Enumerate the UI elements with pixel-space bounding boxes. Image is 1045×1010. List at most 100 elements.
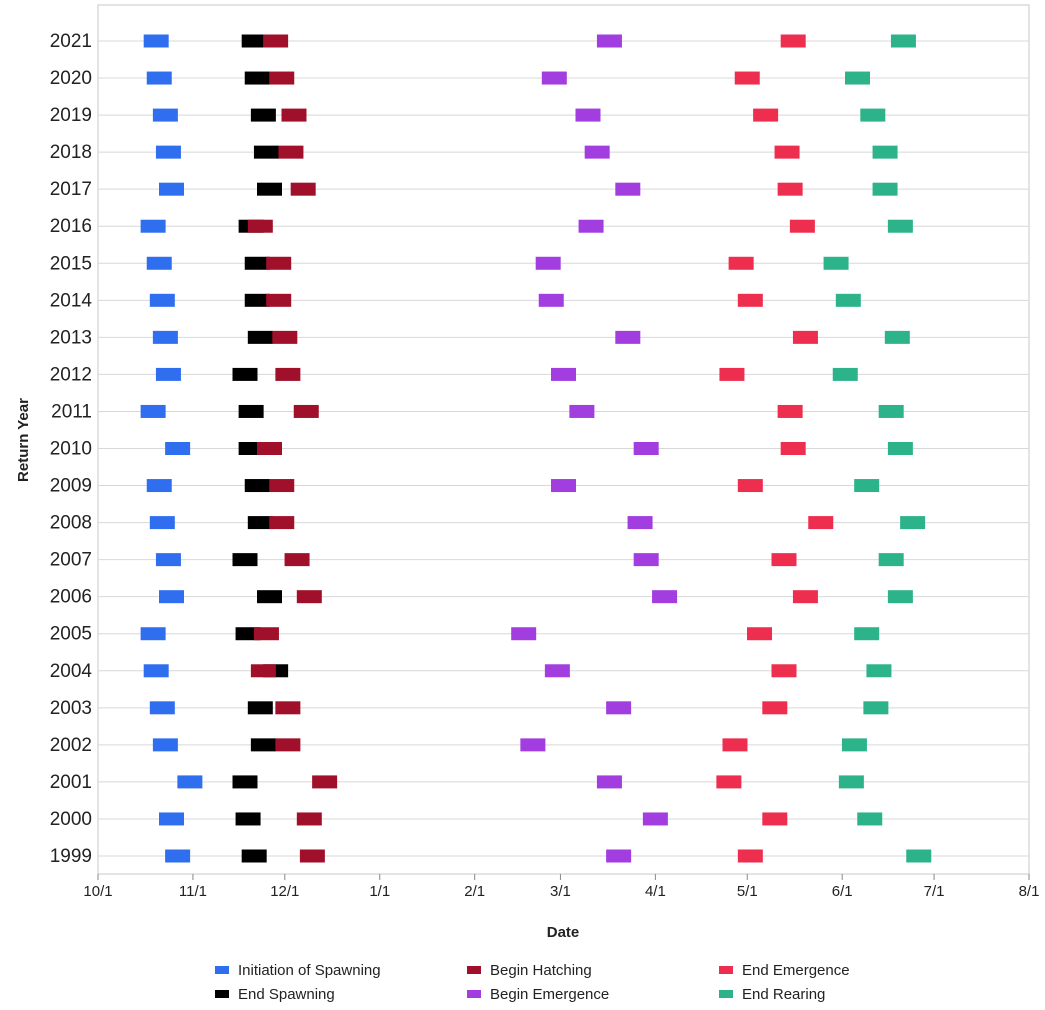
legend-label: Begin Hatching: [490, 962, 592, 979]
bar-marker: [290, 182, 316, 196]
bar-marker: [275, 738, 301, 752]
bar-marker: [232, 775, 258, 789]
bar-marker: [762, 812, 788, 826]
bar-marker: [155, 553, 181, 567]
bar-marker: [737, 293, 763, 307]
x-tick-label: 6/1: [832, 883, 853, 900]
bar-marker: [266, 293, 292, 307]
y-tick-label: 2006: [50, 587, 92, 608]
bar-marker: [257, 590, 282, 604]
bar-marker: [762, 701, 788, 715]
bar-marker: [146, 71, 172, 85]
bar-marker: [159, 590, 184, 604]
bar-marker: [878, 404, 904, 418]
bar-marker: [652, 590, 678, 604]
bar-marker: [887, 442, 913, 455]
bar-marker: [860, 108, 886, 122]
bar-marker: [155, 145, 181, 159]
bar-marker: [551, 367, 576, 381]
bar-marker: [247, 701, 273, 715]
bar-marker: [832, 367, 858, 381]
y-tick-label: 2021: [50, 31, 92, 52]
legend-swatch: [215, 966, 229, 974]
legend-swatch: [467, 966, 481, 974]
bar-marker: [275, 701, 301, 715]
bar-marker: [642, 812, 668, 826]
y-axis-title: Return Year: [15, 398, 32, 482]
bar-marker: [238, 404, 264, 418]
bar-marker: [149, 516, 175, 530]
bar-marker: [235, 812, 261, 826]
bar-marker: [293, 404, 319, 418]
bar-marker: [165, 442, 191, 455]
x-tick-label: 2/1: [464, 883, 485, 900]
bar-marker: [753, 108, 779, 122]
bar-marker: [177, 775, 203, 789]
bar-marker: [241, 34, 267, 48]
y-tick-label: 2016: [50, 216, 92, 237]
bar-marker: [780, 442, 806, 455]
x-tick-label: 3/1: [550, 883, 571, 900]
y-tick-label: 2003: [50, 698, 92, 719]
y-tick-label: 2007: [50, 550, 92, 571]
x-tick-label: 1/1: [369, 883, 390, 900]
bar-marker: [149, 293, 175, 307]
y-tick-label: 2009: [50, 476, 92, 497]
bar-marker: [253, 145, 279, 159]
bar-marker: [716, 775, 742, 789]
bar-marker: [578, 219, 604, 233]
bar-marker: [296, 590, 322, 604]
x-tick-label: 12/1: [270, 883, 299, 900]
bar-marker: [269, 516, 295, 530]
bar-marker: [737, 849, 763, 863]
bar-marker: [299, 849, 325, 863]
legend-label: Initiation of Spawning: [238, 962, 381, 979]
legend-label: End Emergence: [742, 962, 850, 979]
bar-marker: [140, 404, 166, 418]
bar-marker: [232, 553, 258, 567]
bar-marker: [777, 182, 803, 196]
bar-marker: [250, 108, 276, 122]
bar-marker: [596, 775, 622, 789]
legend-label: Begin Emergence: [490, 986, 609, 1003]
bar-marker: [241, 849, 267, 863]
y-tick-label: 2011: [51, 401, 92, 422]
bar-marker: [312, 775, 338, 789]
bar-marker: [511, 627, 537, 641]
bar-marker: [606, 849, 632, 863]
bar-marker: [719, 367, 745, 381]
y-tick-label: 2001: [50, 772, 92, 793]
x-tick-label: 10/1: [83, 883, 112, 900]
bar-marker: [878, 553, 904, 567]
bar-marker: [633, 553, 659, 567]
bar-marker: [244, 293, 270, 307]
bar-marker: [143, 34, 169, 48]
bar-marker: [835, 293, 861, 307]
bar-marker: [906, 849, 932, 863]
y-tick-label: 2017: [50, 179, 92, 200]
bar-marker: [789, 219, 815, 233]
bar-marker: [269, 479, 295, 493]
x-tick-label: 5/1: [737, 883, 758, 900]
bar-marker: [155, 367, 181, 381]
plot-frame: [97, 4, 1030, 875]
bar-marker: [777, 404, 803, 418]
bar-marker: [152, 330, 178, 344]
x-tick-label: 11/1: [179, 883, 207, 900]
bar-marker: [146, 256, 172, 270]
bar-marker: [866, 664, 892, 678]
bar-marker: [143, 664, 169, 678]
y-tick-label: 2004: [50, 661, 93, 682]
bar-marker: [734, 71, 760, 85]
y-tick-label: 2018: [50, 142, 92, 163]
legend-swatch: [467, 990, 481, 998]
bar-marker: [823, 256, 849, 270]
bar-marker: [247, 516, 273, 530]
bar-marker: [863, 701, 889, 715]
bar-marker: [887, 590, 913, 604]
bar-marker: [854, 627, 880, 641]
bar-marker: [845, 71, 870, 85]
y-tick-label: 2005: [50, 624, 92, 645]
